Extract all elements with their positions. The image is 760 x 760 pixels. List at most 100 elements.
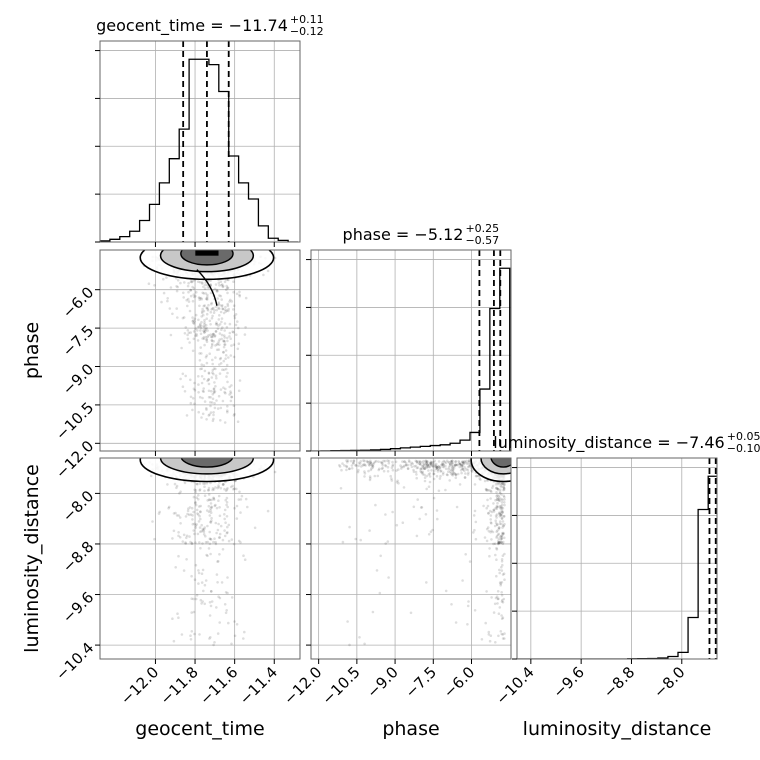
- scatter-point: [187, 507, 190, 511]
- scatter-point: [219, 419, 222, 422]
- scatter-point: [368, 478, 372, 482]
- scatter-point: [174, 511, 177, 515]
- scatter-point: [465, 459, 468, 463]
- scatter-point: [430, 469, 433, 472]
- scatter-point: [190, 574, 193, 578]
- scatter-point: [238, 294, 241, 298]
- scatter-point: [219, 406, 223, 410]
- scatter-point: [232, 304, 236, 308]
- scatter-point: [435, 465, 438, 469]
- scatter-point: [416, 498, 420, 501]
- scatter-point: [500, 493, 503, 496]
- scatter-point: [403, 460, 406, 463]
- scatter-point: [189, 280, 193, 284]
- scatter-point: [459, 469, 463, 472]
- scatter-point: [495, 546, 498, 550]
- scatter-point: [411, 462, 415, 466]
- scatter-point: [253, 526, 257, 530]
- scatter-point: [183, 332, 187, 335]
- scatter-point: [210, 316, 214, 320]
- scatter-point: [501, 542, 505, 546]
- scatter-point: [223, 513, 226, 516]
- scatter-point: [232, 343, 236, 347]
- scatter-point: [171, 617, 174, 620]
- scatter-point: [211, 362, 214, 366]
- scatter-point: [213, 504, 217, 508]
- scatter-point: [498, 511, 501, 514]
- scatter-point: [209, 310, 213, 314]
- scatter-point: [474, 520, 478, 524]
- scatter-point: [369, 461, 372, 464]
- scatter-point: [503, 495, 506, 499]
- scatter-point: [500, 594, 504, 597]
- scatter-point: [217, 348, 221, 351]
- scatter-point: [432, 464, 435, 468]
- scatter-point: [367, 469, 370, 473]
- scatter-point: [221, 483, 225, 486]
- scatter-point: [203, 283, 207, 287]
- scatter-point: [438, 468, 441, 471]
- scatter-point: [503, 578, 506, 581]
- scatter-point: [230, 596, 234, 599]
- scatter-point: [371, 462, 375, 466]
- scatter-point: [497, 634, 500, 638]
- scatter-point: [200, 297, 203, 301]
- scatter-point: [472, 514, 476, 517]
- scatter-point: [212, 387, 216, 390]
- scatter-point: [454, 463, 457, 466]
- scatter-point: [200, 324, 203, 328]
- scatter-point: [499, 506, 502, 510]
- scatter-point: [450, 463, 454, 467]
- scatter-point: [231, 484, 234, 488]
- scatter-point: [492, 542, 495, 546]
- scatter-point: [476, 474, 480, 478]
- scatter-point: [235, 517, 239, 520]
- scatter-point: [153, 537, 156, 541]
- scatter-point: [415, 476, 419, 480]
- scatter-point: [209, 537, 212, 541]
- scatter-point: [209, 404, 212, 408]
- scatter-point: [216, 327, 220, 331]
- scatter-point: [187, 290, 190, 294]
- scatter-point: [227, 356, 230, 359]
- scatter-point: [501, 531, 504, 535]
- scatter-point: [490, 510, 494, 514]
- scatter-point: [207, 372, 211, 375]
- scatter-point: [502, 540, 505, 544]
- scatter-point: [380, 467, 384, 471]
- scatter-point: [171, 537, 174, 540]
- scatter-point: [449, 462, 452, 466]
- scatter-point: [406, 467, 410, 470]
- scatter-point: [216, 407, 220, 410]
- scatter-point: [381, 462, 384, 465]
- scatter-point: [230, 395, 233, 399]
- scatter-point: [194, 327, 197, 331]
- scatter-point: [208, 637, 211, 640]
- scatter-point: [371, 610, 375, 614]
- scatter-point: [471, 470, 474, 473]
- scatter-point: [162, 277, 165, 281]
- scatter-point: [166, 299, 169, 303]
- scatter-point: [202, 285, 205, 289]
- scatter-point: [224, 305, 227, 309]
- scatter-point: [423, 476, 427, 480]
- scatter-point: [196, 512, 199, 515]
- scatter-point: [487, 511, 490, 515]
- scatter-point: [209, 396, 212, 399]
- scatter-point: [200, 381, 204, 385]
- scatter-point: [187, 513, 191, 517]
- scatter-point: [219, 280, 223, 284]
- panel-phase-vs-luminosity_distance: [306, 457, 512, 664]
- scatter-point: [220, 581, 224, 584]
- scatter-point: [498, 512, 502, 516]
- scatter-point: [496, 488, 500, 491]
- scatter-point: [186, 284, 190, 288]
- scatter-point: [226, 591, 229, 595]
- scatter-point: [413, 465, 416, 468]
- scatter-point: [147, 282, 151, 286]
- scatter-point: [188, 506, 192, 509]
- scatter-point: [447, 467, 450, 471]
- scatter-point: [226, 525, 229, 529]
- scatter-point: [487, 630, 491, 634]
- scatter-point: [223, 322, 227, 325]
